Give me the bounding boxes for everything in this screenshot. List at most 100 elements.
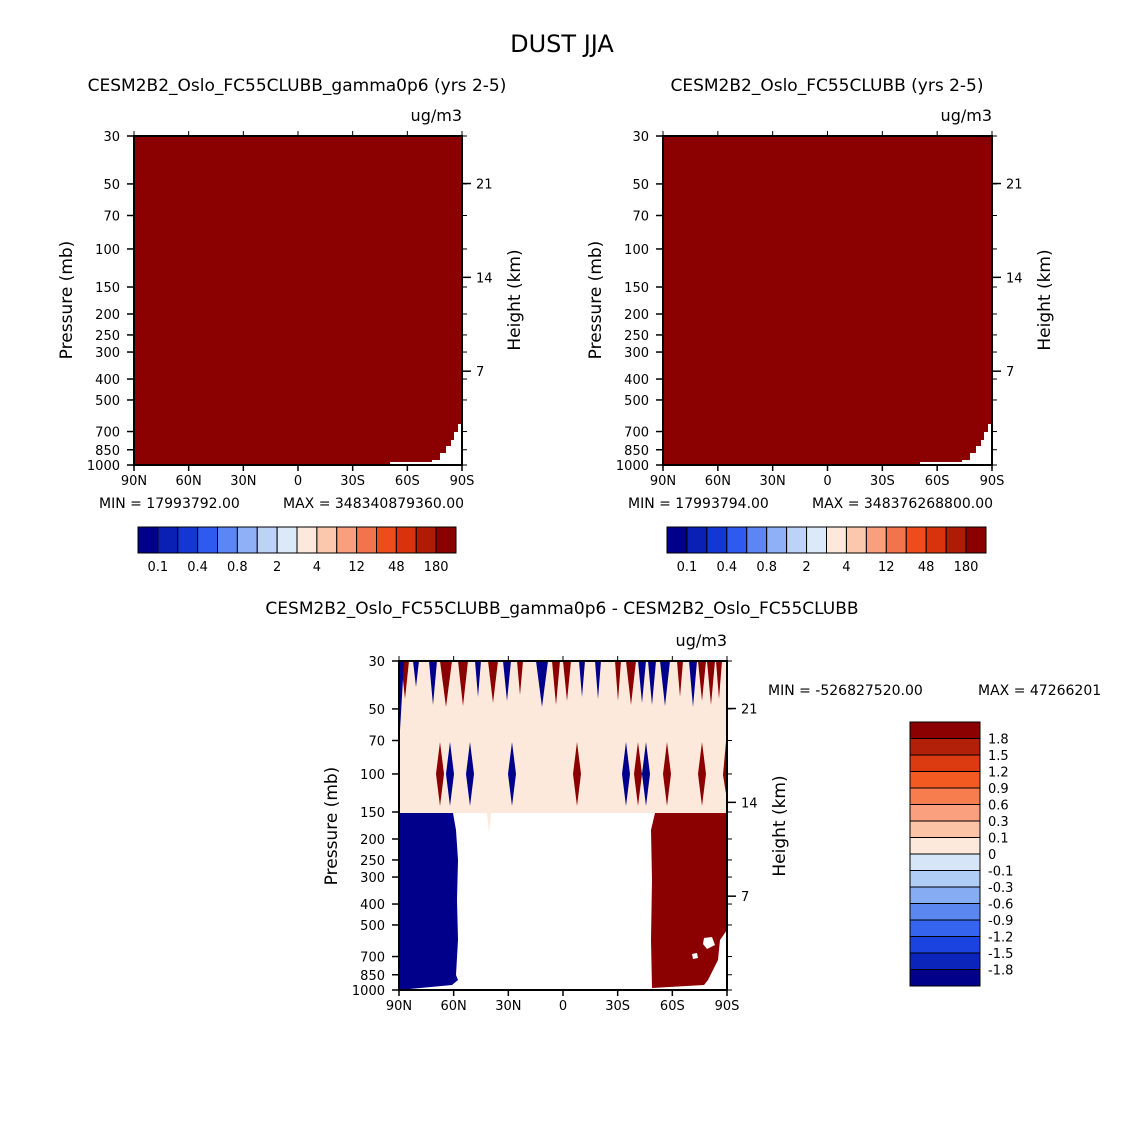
panel-1: CESM2B2_Oslo_FC55CLUBB_gamma0p6 (yrs 2-5… (57, 76, 525, 575)
x-tick-label: 60S (660, 999, 685, 1014)
panel-3-ylabel-right: Height (km) (770, 775, 790, 876)
panel-3-max: MAX = 47266201 (978, 683, 1101, 699)
colorbar-swatch (909, 919, 981, 937)
colorbar-label: 0.4 (187, 560, 208, 575)
contour-spindle (698, 742, 706, 806)
height-tick-label: 21 (476, 178, 493, 193)
colorbar-label: 12 (878, 560, 895, 575)
panel-3: CESM2B2_Oslo_FC55CLUBB_gamma0p6 - CESM2B… (265, 599, 1101, 1014)
colorbar-swatch (845, 526, 867, 554)
colorbar-label: -1.5 (988, 947, 1013, 962)
colorbar-swatch (945, 526, 967, 554)
contour-spike (615, 661, 621, 701)
colorbar-label: 180 (954, 560, 979, 575)
colorbar-swatch (806, 526, 827, 554)
colorbar-label: 48 (388, 560, 405, 575)
colorbar-swatch (316, 526, 338, 554)
colorbar-label: 12 (348, 560, 365, 575)
height-tick-label: 14 (741, 796, 758, 811)
panel-1-colorbar: 0.1 0.4 0.8 2 4 12 48 180 (137, 526, 457, 575)
contour-spike (707, 661, 715, 705)
panel-2-x-axis: 90N 60N 30N 0 30S 60S 90S (650, 131, 1005, 489)
colorbar-swatch (909, 903, 981, 921)
colorbar-swatch (197, 526, 218, 554)
contour-spike (458, 661, 468, 706)
colorbar-swatch (726, 526, 748, 554)
y-tick-label: 850 (624, 444, 649, 459)
x-tick-label: 60N (705, 474, 731, 489)
y-tick-label: 50 (632, 178, 649, 193)
colorbar-swatch (296, 526, 318, 554)
panel-3-title: CESM2B2_Oslo_FC55CLUBB_gamma0p6 - CESM2B… (265, 599, 858, 619)
colorbar-label: 1.5 (988, 749, 1009, 764)
y-tick-label: 200 (95, 308, 120, 323)
x-tick-label: 0 (294, 474, 302, 489)
contour-spindle (622, 742, 630, 806)
contour-spike (475, 661, 481, 697)
contour-spike (517, 661, 523, 695)
x-tick-label: 60S (925, 474, 950, 489)
panel-3-upper-band (399, 661, 727, 813)
colorbar-swatch (415, 526, 437, 554)
panel-2-field (663, 136, 992, 465)
contour-spike (488, 661, 498, 703)
y-tick-label: 70 (632, 209, 649, 224)
colorbar-label: 0 (988, 848, 996, 863)
contour-spindle (634, 742, 642, 806)
colorbar-label: 2 (273, 560, 281, 575)
colorbar-label: 0.1 (988, 832, 1009, 847)
colorbar-label: 48 (918, 560, 935, 575)
contour-spike (648, 661, 656, 705)
x-tick-label: 90N (386, 999, 412, 1014)
height-tick-label: 7 (1006, 365, 1014, 380)
y-tick-label: 200 (624, 308, 649, 323)
colorbar-label: 0.1 (148, 560, 169, 575)
colorbar-swatch (766, 526, 788, 554)
contour-spike (660, 661, 670, 706)
colorbar-swatch (395, 526, 417, 554)
colorbar-swatch (909, 787, 981, 805)
colorbar-swatch (909, 870, 981, 888)
y-tick-label: 300 (624, 346, 649, 361)
y-tick-label: 250 (360, 854, 385, 869)
y-tick-label: 50 (103, 178, 120, 193)
panel-3-colorbar: 1.81.5 1.20.9 0.60.3 0.10 -0.1-0.3 -0.6-0.9 -1… (909, 721, 1013, 987)
x-tick-label: 30S (870, 474, 895, 489)
contour-spindle (436, 742, 444, 806)
y-tick-label: 700 (360, 951, 385, 966)
colorbar-swatch (909, 853, 981, 871)
contour-spike (626, 661, 636, 705)
colorbar-swatch (435, 526, 457, 554)
colorbar-label: 1.8 (988, 733, 1009, 748)
panel-2-units: ug/m3 (941, 106, 992, 125)
x-tick-label: 90S (450, 474, 475, 489)
panel-3-min: MIN = -526827520.00 (768, 683, 923, 699)
y-tick-label: 30 (368, 655, 385, 670)
colorbar-swatch (276, 526, 298, 554)
x-tick-label: 60N (176, 474, 202, 489)
panel-2-max: MAX = 348376268800.00 (812, 496, 993, 512)
colorbar-swatch (909, 771, 981, 789)
y-tick-label: 250 (624, 329, 649, 344)
panel-3-hole (703, 937, 715, 949)
x-tick-label: 30N (230, 474, 256, 489)
panel-3-small-spike (487, 813, 491, 834)
height-tick-label: 14 (1006, 271, 1023, 286)
y-tick-label: 700 (95, 426, 120, 441)
colorbar-label: 4 (842, 560, 850, 575)
panel-1-missing-corner (390, 424, 462, 465)
contour-spike (689, 661, 697, 707)
colorbar-label: -0.1 (988, 865, 1013, 880)
height-tick-label: 7 (741, 890, 749, 905)
colorbar-swatch (909, 936, 981, 954)
colorbar-swatch (686, 526, 708, 554)
panel-1-units: ug/m3 (411, 106, 462, 125)
panel-3-lower-south-region (651, 813, 727, 988)
x-tick-label: 90S (980, 474, 1005, 489)
colorbar-label: 0.9 (988, 782, 1009, 797)
colorbar-swatch (865, 526, 887, 554)
colorbar-label: -0.3 (988, 881, 1013, 896)
y-tick-label: 300 (95, 346, 120, 361)
panel-1-x-axis: 90N 60N 30N 0 30S 60S 90S (121, 131, 475, 489)
